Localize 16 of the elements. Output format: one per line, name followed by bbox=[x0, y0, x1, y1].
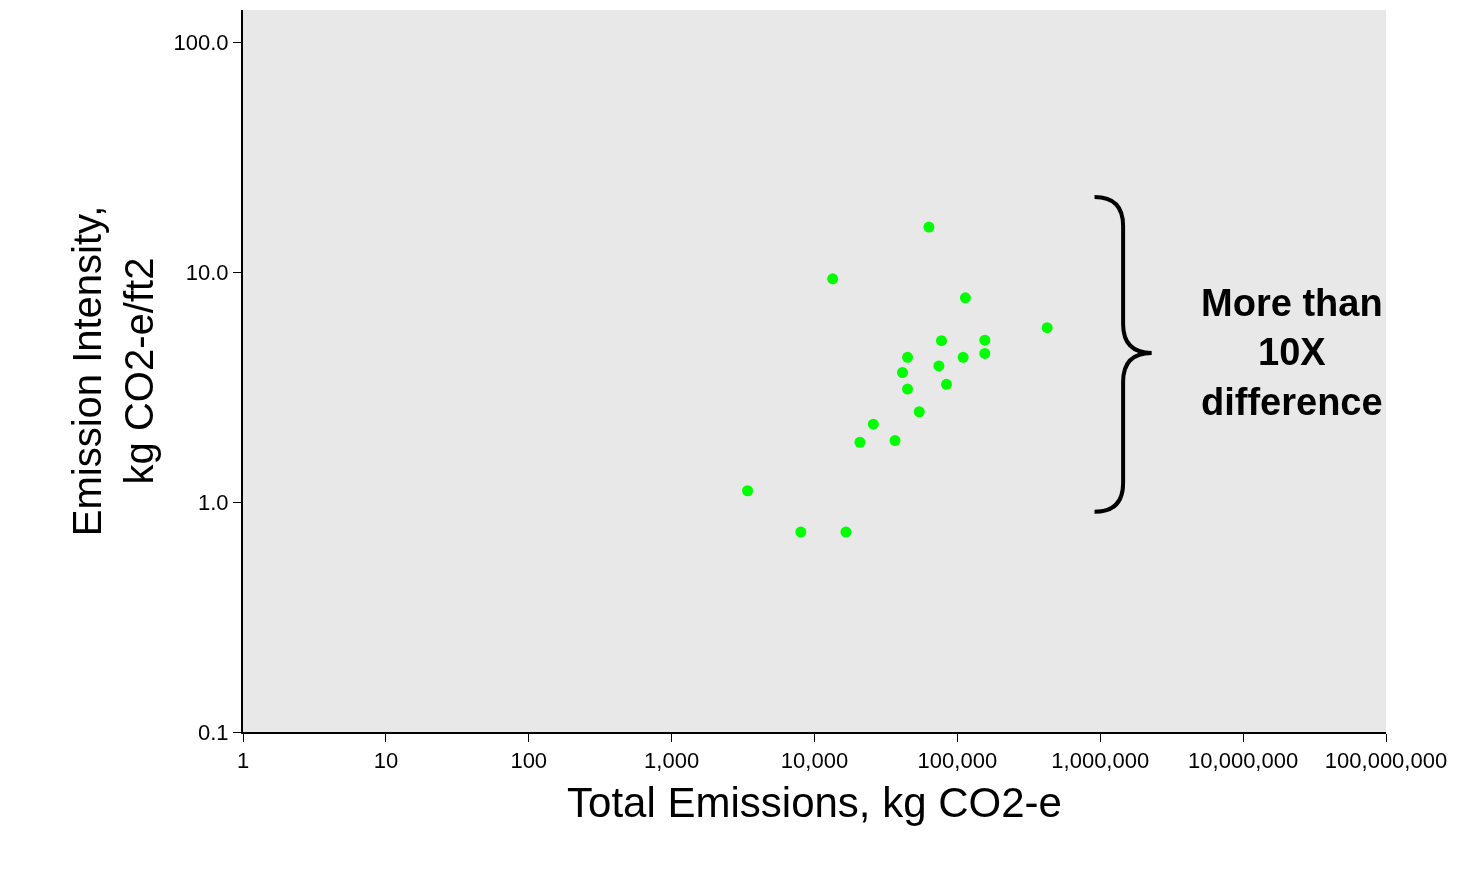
x-tick-label: 100,000 bbox=[917, 748, 998, 774]
y-tick-label: 10.0 bbox=[185, 259, 229, 285]
x-axis-title: Total Emissions, kg CO2-e bbox=[567, 778, 1062, 826]
y-axis-title: Emission Intensity, kg CO2-e/ft2 bbox=[64, 205, 161, 537]
x-tick-label: 1,000 bbox=[644, 748, 700, 774]
x-tick-label: 100,000,000 bbox=[1324, 748, 1448, 774]
y-tick-label: 100.0 bbox=[173, 29, 229, 55]
x-tick-label: 1 bbox=[236, 748, 250, 774]
x-tick-label: 10,000 bbox=[780, 748, 849, 774]
y-tick-label: 0.1 bbox=[198, 719, 229, 745]
y-tick-label: 1.0 bbox=[198, 489, 229, 515]
x-tick-label: 1,000,000 bbox=[1051, 748, 1150, 774]
x-tick-label: 100 bbox=[510, 748, 548, 774]
x-tick-label: 10 bbox=[373, 748, 399, 774]
x-tick-label: 10,000,000 bbox=[1188, 748, 1299, 774]
annotation: More than 10X difference bbox=[1201, 282, 1383, 423]
